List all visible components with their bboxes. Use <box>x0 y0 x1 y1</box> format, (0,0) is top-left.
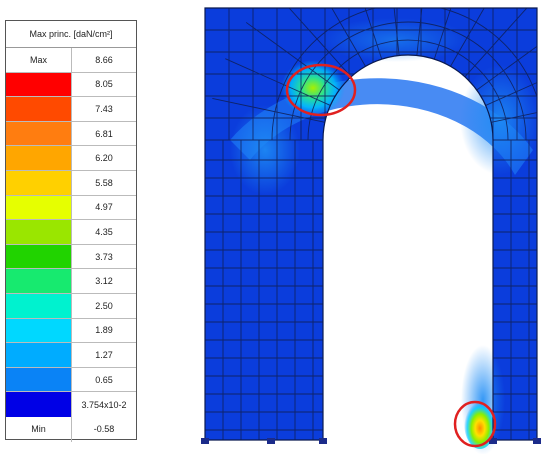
legend-band-value: 0.65 <box>95 374 113 385</box>
legend-band-row: 3.12 <box>6 269 136 294</box>
legend-band-value: 6.20 <box>95 153 113 164</box>
arch-glow-left <box>230 105 300 195</box>
legend-color-swatch <box>6 269 72 293</box>
legend-color-swatch <box>6 170 72 195</box>
base-hot-spot <box>464 397 496 449</box>
mesh-line <box>225 58 331 106</box>
mesh-line <box>464 8 537 78</box>
mesh-line <box>345 8 383 60</box>
mesh-line <box>416 8 430 56</box>
legend-band-row: 7.43 <box>6 97 136 122</box>
legend-band-row: 8.05 <box>6 72 136 98</box>
support-right-2 <box>533 438 541 444</box>
legend-band-value: 4.97 <box>95 202 113 213</box>
legend-band-value: 1.89 <box>95 325 113 336</box>
legend-color-swatch <box>6 367 72 392</box>
legend-title-text: Max princ. [daN/cm²] <box>29 29 113 39</box>
mesh-arc-line <box>271 8 537 141</box>
legend-band-row: 1.27 <box>6 343 136 368</box>
mesh-line <box>433 8 471 60</box>
legend-band-row: 1.89 <box>6 318 136 344</box>
legend-max-value: 8.66 <box>95 54 113 65</box>
legend-color-swatch <box>6 72 72 97</box>
legend-band-row: 6.81 <box>6 121 136 147</box>
mesh-arc-line <box>307 39 509 141</box>
legend-band-row: 2.50 <box>6 293 136 319</box>
legend-band-row: 0.65 <box>6 367 136 393</box>
mesh-line <box>307 8 366 67</box>
mesh-line <box>212 97 325 123</box>
legend-band-value: 8.05 <box>95 79 113 90</box>
legend-band-value: 3.754x10-2 <box>81 399 127 410</box>
legend-color-swatch <box>6 318 72 343</box>
legend-color-swatch <box>6 195 72 220</box>
legend-band-value: 1.27 <box>95 349 113 360</box>
legend-band-value: 2.50 <box>95 300 113 311</box>
legend-band-row: 4.97 <box>6 195 136 221</box>
mesh-arc-line <box>289 21 527 141</box>
mesh-line <box>450 8 509 67</box>
mesh-line <box>386 8 400 56</box>
annotation-circle-arch <box>285 63 357 117</box>
legend-band-row: 5.58 <box>6 170 136 196</box>
support-left-1 <box>201 438 209 444</box>
support-right-1 <box>489 438 497 444</box>
mesh-line <box>491 97 537 123</box>
legend-color-swatch <box>6 97 72 121</box>
legend-band-value: 6.81 <box>95 128 113 139</box>
legend-band-value: 5.58 <box>95 177 113 188</box>
mesh-line <box>476 22 537 91</box>
support-left-3 <box>319 438 327 444</box>
stress-legend: Max princ. [daN/cm²] Max 8.66 8.05 7.43 6.… <box>5 20 137 442</box>
legend-row-max: Max 8.66 <box>6 48 136 73</box>
legend-row-min: Min -0.58 <box>6 416 136 442</box>
legend-color-swatch <box>6 392 72 417</box>
legend-color-swatch <box>6 293 72 318</box>
mesh-line <box>273 8 352 78</box>
annotation-circle-base <box>453 400 497 448</box>
legend-color-swatch <box>6 343 72 367</box>
legend-max-label: Max <box>6 48 72 72</box>
arch-crown-glow <box>320 18 470 62</box>
legend-color-swatch <box>6 146 72 170</box>
legend-band-value: 3.73 <box>95 251 113 262</box>
legend-color-swatch <box>6 244 72 269</box>
mesh-line <box>485 58 537 106</box>
legend-min-value: -0.58 <box>93 424 115 435</box>
legend-band-row: 6.20 <box>6 146 136 171</box>
legend-color-swatch <box>6 220 72 244</box>
legend-title: Max princ. [daN/cm²] <box>6 21 136 48</box>
legend-color-swatch <box>6 121 72 146</box>
legend-min-label: Min <box>6 416 72 442</box>
support-left-2 <box>267 438 275 444</box>
support-markers <box>201 438 541 444</box>
mesh-line <box>245 22 340 91</box>
legend-band-row: 3.73 <box>6 244 136 270</box>
legend-band-value: 7.43 <box>95 103 113 114</box>
legend-band-value: 3.12 <box>95 276 113 287</box>
legend-band-row: 3.754x10-2 <box>6 392 136 417</box>
legend-band-value: 4.35 <box>95 226 113 237</box>
legend-band-row: 4.35 <box>6 220 136 245</box>
fem-stress-plot <box>201 7 541 454</box>
